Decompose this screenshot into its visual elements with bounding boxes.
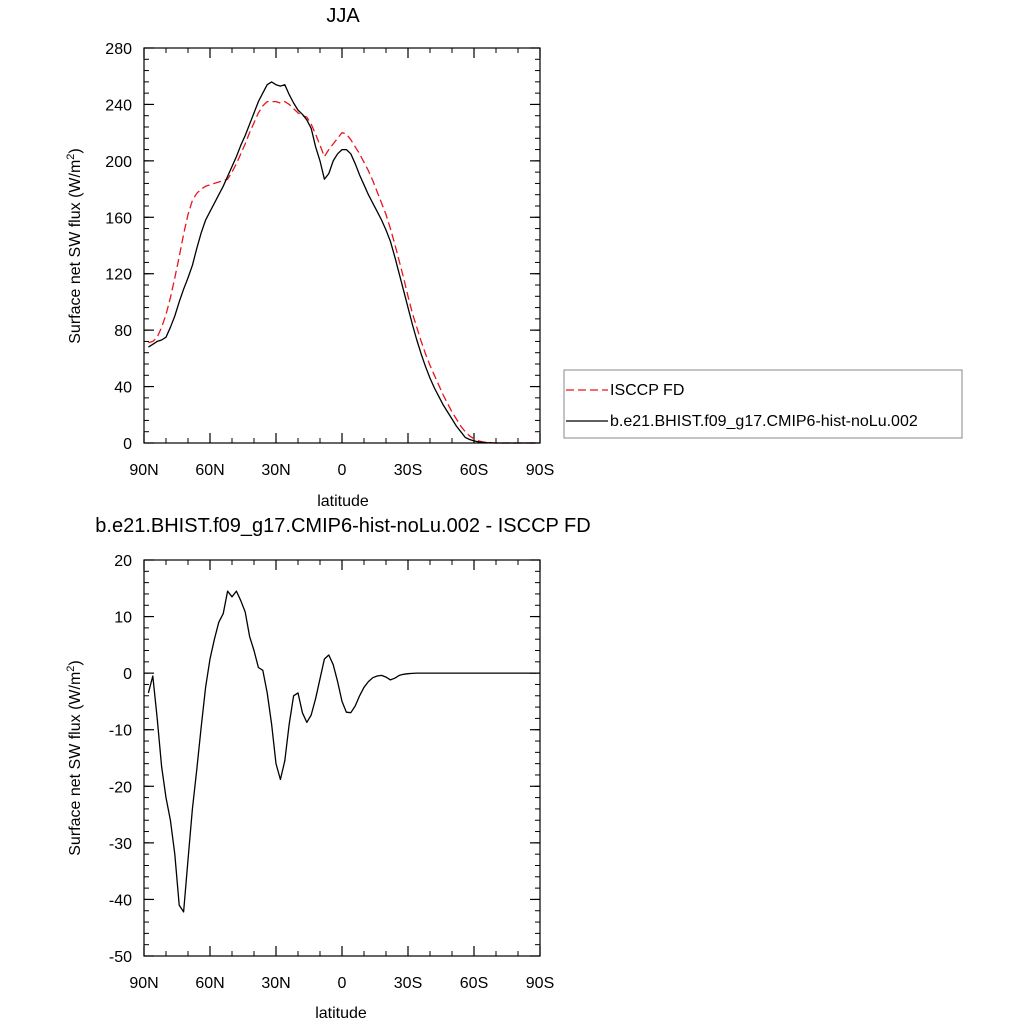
plot-frame: [143, 47, 541, 444]
y-tick-label: -20: [109, 779, 132, 796]
legend-label-isccp: ISCCP FD: [610, 382, 684, 399]
y-tick-label: -10: [109, 723, 132, 740]
x-tick-label: 60N: [195, 975, 224, 992]
legend-box: [563, 369, 963, 439]
y-tick-label: 160: [105, 210, 132, 227]
chart-title: b.e21.BHIST.f09_g17.CMIP6-hist-noLu.002 …: [95, 515, 590, 537]
x-tick-label: 30N: [261, 462, 290, 479]
plot-area: 90N 60N 30N 0 30S 60S 90S -50 -40 -30 -20 -10 0 10 20: [109, 553, 554, 992]
bottom-panel: b.e21.BHIST.f09_g17.CMIP6-hist-noLu.002 …: [65, 515, 591, 1022]
y-tick-label: 20: [114, 553, 132, 570]
x-tick-label: 30N: [261, 975, 290, 992]
y-tick-label: 40: [114, 380, 132, 397]
y-axis-label: Surface net SW flux (W/m2): [65, 660, 84, 856]
x-tick-label: 0: [338, 975, 347, 992]
y-tick-label: 280: [105, 41, 132, 58]
top-panel: JJA 90N 60N 30N 0 30S 60S 90S 0 40 80 120 160 200 240…: [65, 5, 963, 510]
x-tick-label: 90N: [129, 462, 158, 479]
y-tick-label: 200: [105, 154, 132, 171]
x-tick-label: 30S: [394, 975, 422, 992]
y-tick-label: 120: [105, 267, 132, 284]
legend-label-model: b.e21.BHIST.f09_g17.CMIP6-hist-noLu.002: [610, 413, 918, 430]
series-line-model: [148, 81, 536, 444]
legend: ISCCP FD b.e21.BHIST.f09_g17.CMIP6-hist-…: [563, 369, 963, 439]
plot-frame: [143, 559, 541, 957]
y-tick-label: -40: [109, 892, 132, 909]
x-tick-label: 60S: [460, 975, 488, 992]
y-tick-label: 10: [114, 610, 132, 627]
y-tick-label: -30: [109, 836, 132, 853]
y-tick-label: 0: [123, 666, 132, 683]
y-tick-label: 0: [123, 436, 132, 453]
x-axis-label: latitude: [315, 1005, 367, 1022]
x-tick-label: 60N: [195, 462, 224, 479]
x-tick-label: 90S: [526, 975, 554, 992]
series-line-isccp: [148, 100, 536, 444]
y-tick-label: 240: [105, 97, 132, 114]
chart-title: JJA: [326, 5, 360, 27]
x-tick-label: 90S: [526, 462, 554, 479]
x-tick-label: 0: [338, 462, 347, 479]
y-axis-label: Surface net SW flux (W/m2): [65, 148, 84, 344]
y-tick-label: -50: [109, 949, 132, 966]
x-tick-label: 30S: [394, 462, 422, 479]
y-tick-label: 80: [114, 323, 132, 340]
x-tick-label: 60S: [460, 462, 488, 479]
x-axis-label: latitude: [317, 493, 369, 510]
plot-area: 90N 60N 30N 0 30S 60S 90S 0 40 80 120 160 200 240 280: [105, 41, 554, 479]
series-line-model: [147, 590, 536, 913]
x-tick-label: 90N: [129, 975, 158, 992]
